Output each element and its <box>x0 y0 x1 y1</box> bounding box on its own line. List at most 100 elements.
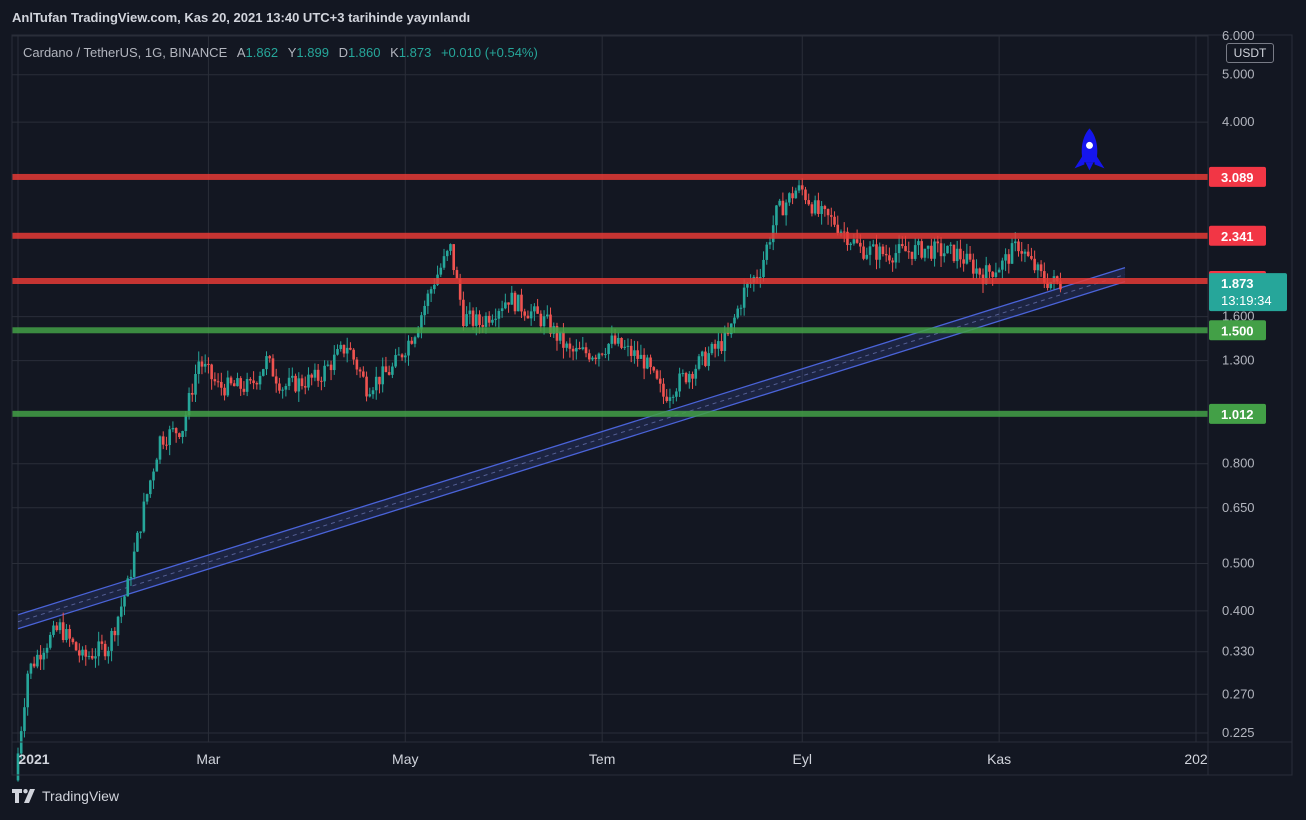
candle-body <box>881 246 885 255</box>
candle-body <box>968 253 972 260</box>
candle-body <box>665 396 669 401</box>
rocket-fin-left <box>1074 154 1085 169</box>
candle-body <box>942 253 946 257</box>
candle-body <box>197 361 201 374</box>
level-price-text: 1.012 <box>1221 407 1254 422</box>
tradingview-logo[interactable]: TradingView <box>12 788 119 804</box>
candle-body <box>707 353 710 366</box>
candle-body <box>452 244 455 271</box>
candle-body <box>1010 243 1014 264</box>
candle-body <box>132 551 136 577</box>
candle-body <box>113 630 117 636</box>
candle-body <box>316 369 320 381</box>
tradingview-logo-icon <box>12 789 35 803</box>
candle-body <box>946 245 949 254</box>
candle-body <box>952 244 956 262</box>
candle-body <box>481 324 485 327</box>
candle-body <box>213 379 217 382</box>
candle-body <box>462 299 465 327</box>
candle-body <box>320 380 323 382</box>
candle-body <box>497 311 501 319</box>
candle-body <box>487 315 491 323</box>
chart-frame <box>11 34 1293 776</box>
candle-body <box>978 268 982 275</box>
candle-body <box>261 369 265 376</box>
level-price-tag <box>1209 403 1266 424</box>
candle-body <box>129 576 133 579</box>
candle-body <box>1004 254 1007 261</box>
last-price-text: 1.873 <box>1221 276 1254 291</box>
high-label: Y <box>287 45 297 60</box>
candle-body <box>36 654 39 667</box>
candle-body <box>326 364 330 366</box>
candles <box>16 178 1062 782</box>
time-tick-label: Eyl <box>793 751 812 767</box>
candle-body <box>1049 281 1053 288</box>
candle-body <box>646 357 649 369</box>
resistance-level-line <box>12 232 1208 239</box>
candle-body <box>691 373 694 379</box>
price-tick-label: 0.650 <box>1222 500 1255 515</box>
candle-body <box>817 200 820 214</box>
candle-body <box>374 376 378 391</box>
candle-body <box>107 650 110 657</box>
candle-body <box>116 616 120 636</box>
candle-body <box>149 480 152 495</box>
candle-body <box>765 244 769 260</box>
candle-body <box>681 373 685 375</box>
candle-body <box>930 245 933 259</box>
candle-body <box>830 215 833 217</box>
resistance-level-line <box>12 173 1208 180</box>
candle-body <box>510 292 514 305</box>
candle-body <box>813 200 817 214</box>
candle-body <box>397 354 401 356</box>
candle-body <box>875 244 878 260</box>
candle-body <box>307 374 310 388</box>
candle-body <box>888 255 891 261</box>
candle-body <box>268 356 272 359</box>
candle-body <box>859 242 862 247</box>
candle-body <box>210 364 213 380</box>
candle-body <box>352 349 355 360</box>
candle-body <box>336 348 339 355</box>
candle-body <box>639 354 643 359</box>
candle-body <box>491 319 494 323</box>
time-tick-label: May <box>392 751 418 767</box>
candle-body <box>216 381 220 383</box>
candle-body <box>103 643 107 657</box>
candle-body <box>939 243 943 257</box>
candle-body <box>933 241 936 259</box>
candle-body <box>332 354 336 371</box>
candle-body <box>533 306 536 312</box>
candle-body <box>387 372 391 375</box>
level-price-text: 3.089 <box>1221 170 1254 185</box>
candle-body <box>391 366 394 375</box>
candle-body <box>891 260 894 263</box>
time-tick-label: 202 <box>1184 751 1208 767</box>
candle-body <box>965 253 969 264</box>
candle-body <box>329 364 333 371</box>
candle-body <box>878 246 882 260</box>
candle-body <box>245 379 249 392</box>
candle-body <box>516 294 520 312</box>
candle-body <box>42 652 46 660</box>
time-axis: 2021 Mar May Tem Eyl Kas 202 <box>18 751 1207 767</box>
candle-body <box>733 317 736 324</box>
candle-body <box>294 375 297 392</box>
candle-body <box>97 641 100 657</box>
candle-body <box>684 373 688 383</box>
candle-body <box>755 276 759 278</box>
price-tick-label: 5.000 <box>1222 67 1255 82</box>
candle-body <box>303 386 307 388</box>
candle-body <box>136 532 139 552</box>
price-unit-selector[interactable]: USDT <box>1226 43 1274 63</box>
candle-body <box>445 250 449 257</box>
candle-body <box>549 314 552 334</box>
candle-body <box>633 350 636 356</box>
candle-body <box>468 310 472 315</box>
candle-body <box>258 375 262 385</box>
trend-channel <box>17 266 1126 630</box>
candle-body <box>520 294 523 312</box>
